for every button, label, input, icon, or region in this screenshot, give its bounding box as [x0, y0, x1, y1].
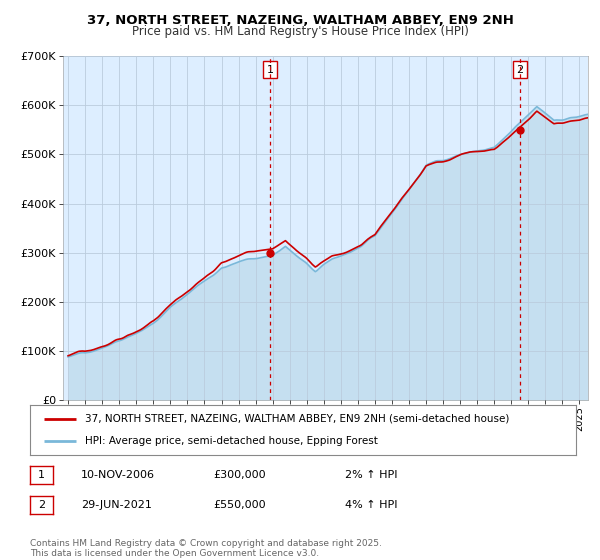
- Text: 2: 2: [38, 500, 45, 510]
- Text: 10-NOV-2006: 10-NOV-2006: [81, 470, 155, 480]
- Text: 1: 1: [38, 470, 45, 480]
- Text: 1: 1: [267, 65, 274, 75]
- Text: 2: 2: [516, 65, 523, 75]
- Text: 37, NORTH STREET, NAZEING, WALTHAM ABBEY, EN9 2NH (semi-detached house): 37, NORTH STREET, NAZEING, WALTHAM ABBEY…: [85, 414, 509, 424]
- Text: HPI: Average price, semi-detached house, Epping Forest: HPI: Average price, semi-detached house,…: [85, 436, 377, 446]
- Text: 4% ↑ HPI: 4% ↑ HPI: [345, 500, 398, 510]
- Text: 37, NORTH STREET, NAZEING, WALTHAM ABBEY, EN9 2NH: 37, NORTH STREET, NAZEING, WALTHAM ABBEY…: [86, 14, 514, 27]
- Text: 29-JUN-2021: 29-JUN-2021: [81, 500, 152, 510]
- Text: Price paid vs. HM Land Registry's House Price Index (HPI): Price paid vs. HM Land Registry's House …: [131, 25, 469, 38]
- Text: 2% ↑ HPI: 2% ↑ HPI: [345, 470, 398, 480]
- Text: £300,000: £300,000: [213, 470, 266, 480]
- Text: £550,000: £550,000: [213, 500, 266, 510]
- Text: Contains HM Land Registry data © Crown copyright and database right 2025.
This d: Contains HM Land Registry data © Crown c…: [30, 539, 382, 558]
